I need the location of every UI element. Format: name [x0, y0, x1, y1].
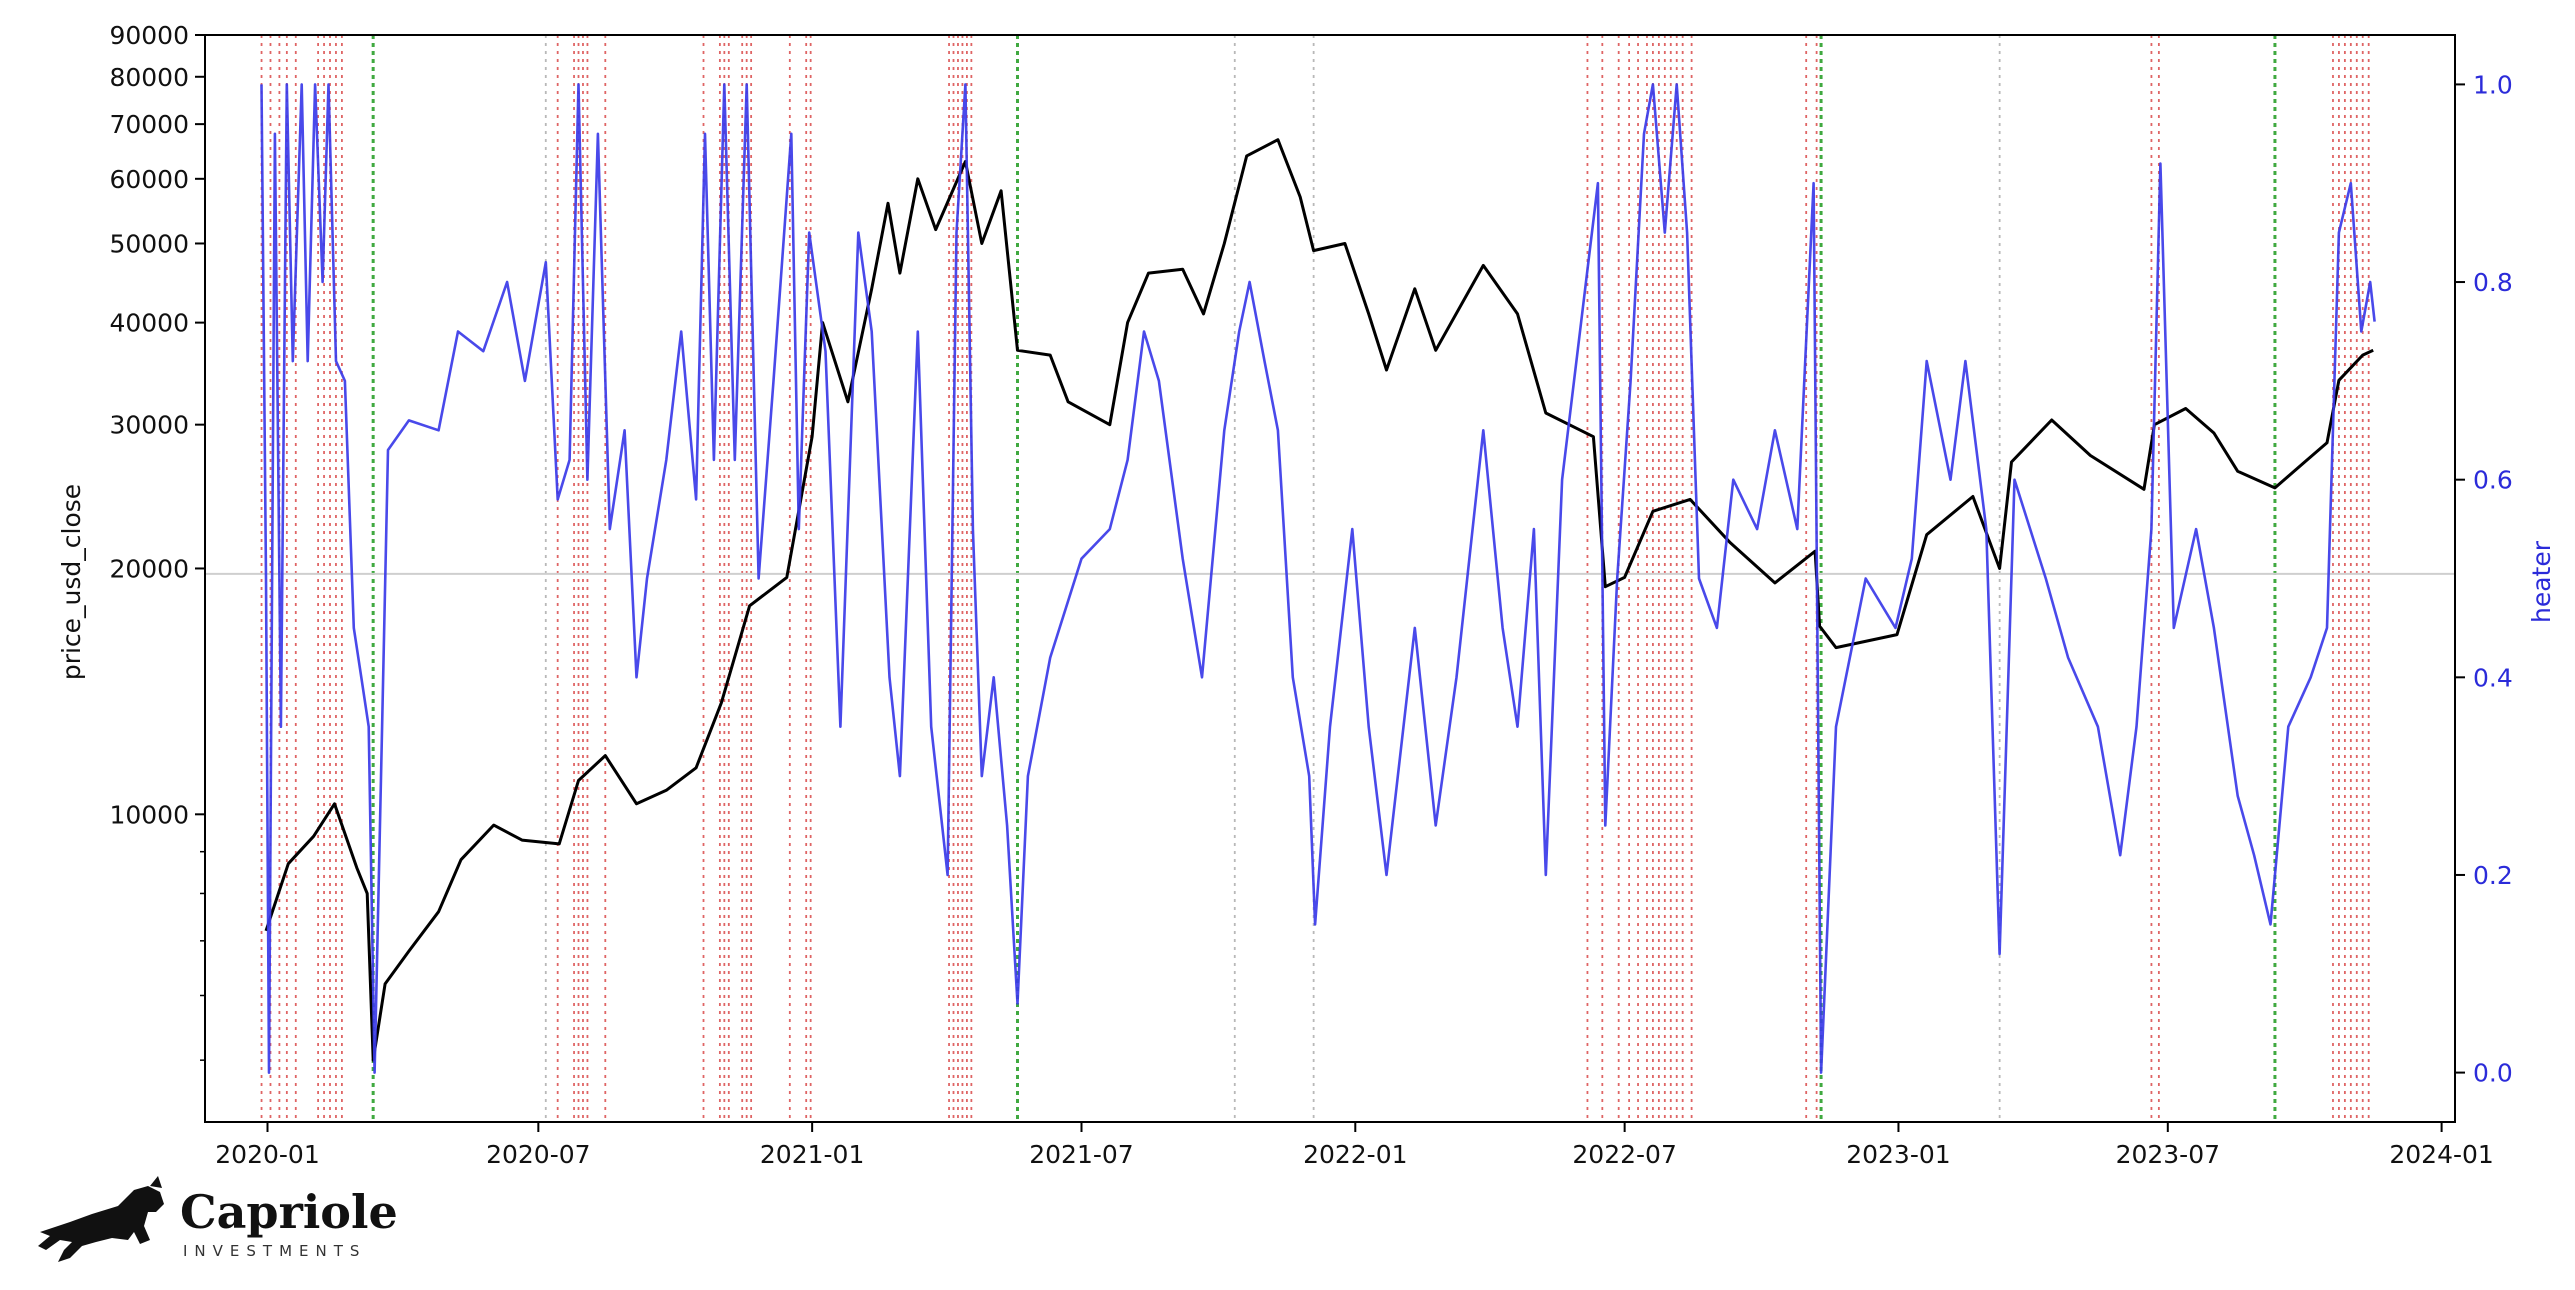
y2-tick-label: 0.8: [2473, 268, 2513, 297]
y2-tick-label: 0.4: [2473, 663, 2513, 692]
brand-logo: Capriole INVESTMENTS: [38, 1176, 398, 1262]
y-tick-label: 50000: [109, 229, 189, 258]
x-tick-label: 2023-07: [2116, 1140, 2220, 1169]
horse-logo-icon: [38, 1176, 164, 1262]
x-tick-label: 2020-01: [215, 1140, 319, 1169]
plot-frame: [204, 34, 2456, 1123]
x-tick-label: 2023-01: [1846, 1140, 1950, 1169]
x-tick-label: 2021-07: [1029, 1140, 1133, 1169]
x-tick-label: 2022-01: [1303, 1140, 1407, 1169]
axis-ticks: 2020-01 2020-07 2021-01 2021-07 2022-01 2022-…: [109, 21, 2512, 1169]
y-axis-label: price_usd_close: [57, 484, 86, 680]
y-tick-label: 10000: [109, 800, 189, 829]
y-tick-label: 90000: [109, 21, 189, 50]
signal-markers: [260, 35, 2370, 1122]
y2-tick-label: 0.6: [2473, 466, 2513, 495]
y-tick-label: 60000: [109, 165, 189, 194]
x-tick-label: 2021-01: [760, 1140, 864, 1169]
price-series-line: [264, 138, 2374, 1062]
y2-tick-label: 1.0: [2473, 70, 2513, 99]
y-tick-label: 20000: [109, 554, 189, 583]
y-tick-label: 70000: [109, 110, 189, 139]
x-tick-label: 2022-07: [1572, 1140, 1676, 1169]
x-tick-label: 2024-01: [2389, 1140, 2493, 1169]
y-tick-label: 80000: [109, 63, 189, 92]
series-layer: [260, 83, 2376, 1074]
y-tick-label: 30000: [109, 411, 189, 440]
y2-tick-label: 0.2: [2473, 861, 2513, 890]
brand-tagline: INVESTMENTS: [183, 1242, 366, 1260]
y2-tick-label: 0.0: [2473, 1059, 2513, 1088]
brand-name: Capriole: [180, 1185, 398, 1239]
heater-series-line: [260, 83, 2376, 1074]
y2-axis-label: heater: [2527, 540, 2556, 623]
y-tick-label: 40000: [109, 309, 189, 338]
x-tick-label: 2020-07: [486, 1140, 590, 1169]
